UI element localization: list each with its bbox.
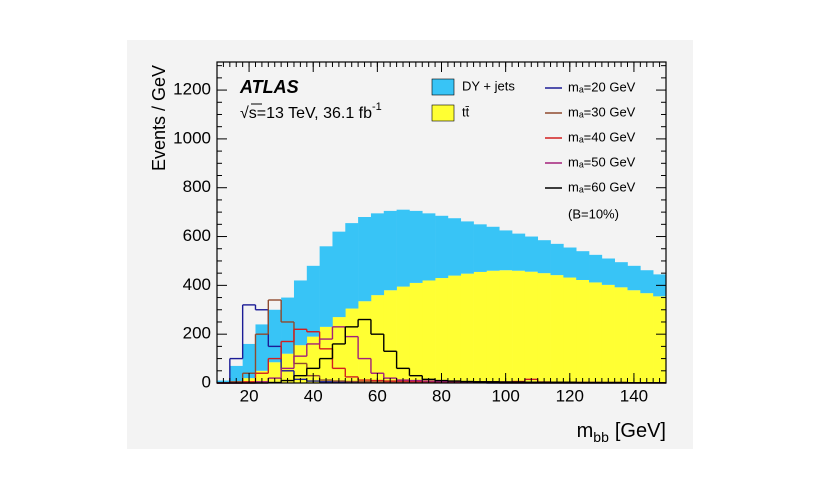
hist-bar <box>396 209 410 287</box>
experiment-label: ATLAS <box>239 77 299 97</box>
legend-swatch <box>431 104 455 122</box>
hist-bar <box>255 324 269 371</box>
hist-bar <box>473 224 487 272</box>
legend-label: mₐ=30 GeV <box>568 104 636 119</box>
hist-bar <box>319 326 333 383</box>
x-tick-label: 140 <box>620 386 648 405</box>
hist-bar <box>614 262 628 288</box>
hist-bar <box>409 282 423 383</box>
hist-bar <box>589 254 603 283</box>
hist-bar <box>486 226 500 271</box>
legend-label: mₐ=50 GeV <box>568 154 636 169</box>
x-label-sub: bb <box>593 429 609 445</box>
hist-bar <box>589 282 603 383</box>
hist-bar <box>640 270 654 294</box>
x-tick-label: 60 <box>368 386 387 405</box>
hist-bar <box>576 279 590 383</box>
hist-bar <box>563 247 577 278</box>
hist-bar <box>512 270 526 383</box>
hist-bar <box>537 240 551 274</box>
hist-bar <box>370 295 385 383</box>
hist-bar <box>499 270 513 383</box>
y-tick-label: 0 <box>202 372 211 391</box>
hist-bar <box>358 217 372 302</box>
legend-label: DY + jets <box>462 78 515 93</box>
hist-bar <box>614 287 628 383</box>
hist-bar <box>435 215 449 279</box>
legend-label: tt̄ <box>462 104 470 119</box>
energy-label: √s=13 TeV, 36.1 fb-1 <box>240 101 382 122</box>
y-tick-label: 800 <box>183 177 211 196</box>
y-tick-label: 400 <box>183 275 211 294</box>
hist-bar <box>460 273 474 383</box>
hist-bar <box>563 277 577 383</box>
y-tick-label: 1200 <box>173 80 211 99</box>
hist-bar <box>653 296 667 383</box>
hist-bar <box>306 336 320 383</box>
hist-bar <box>242 343 256 379</box>
x-tick-label: 100 <box>491 386 519 405</box>
energy-sup: -1 <box>372 101 382 113</box>
hist-bar <box>358 301 372 383</box>
hist-bar <box>396 286 410 383</box>
hist-bar <box>601 258 615 285</box>
hist-bar <box>345 308 359 383</box>
hist-bar <box>383 290 397 383</box>
hist-bar <box>640 293 654 383</box>
hist-bar <box>447 275 462 383</box>
hist-bar <box>499 230 513 271</box>
hist-bar <box>601 284 615 383</box>
hist-bar <box>512 233 526 271</box>
hist-bar <box>332 231 346 318</box>
hist-bar <box>524 271 539 383</box>
legend-swatch <box>431 78 455 96</box>
legend-label: mₐ=40 GeV <box>568 129 636 144</box>
plot-area <box>217 209 667 384</box>
hist-bar <box>293 280 308 346</box>
y-tick-label: 1000 <box>173 128 211 147</box>
hist-bar <box>345 223 359 309</box>
hist-bar <box>409 210 423 283</box>
hist-bar <box>435 278 449 383</box>
x-label-main: m <box>577 420 594 442</box>
x-tick-label: 80 <box>432 386 451 405</box>
hist-bar <box>306 265 320 337</box>
hist-bar <box>460 221 474 274</box>
x-axis-label: mbb [GeV] <box>577 420 666 444</box>
hist-bar <box>422 280 436 383</box>
energy-text: √s=13 TeV, 36.1 fb <box>240 105 372 122</box>
legend-label: mₐ=60 GeV <box>568 179 636 194</box>
hist-bar <box>319 246 333 327</box>
hist-bar <box>550 275 564 383</box>
legend-label: mₐ=20 GeV <box>568 79 636 94</box>
y-tick-label: 600 <box>183 226 211 245</box>
annotation: (B=10%) <box>568 206 619 221</box>
hist-bar <box>281 297 295 354</box>
hist-bar <box>486 270 500 383</box>
y-axis-label: Events / GeV <box>149 65 169 171</box>
hist-bar <box>332 317 346 383</box>
hist-bar <box>537 273 551 383</box>
hist-bar <box>447 218 462 276</box>
hist-bar <box>268 309 282 363</box>
x-tick-label: 120 <box>556 386 584 405</box>
x-tick-label: 40 <box>304 386 323 405</box>
hist-bar <box>383 210 397 291</box>
hist-bar <box>370 213 385 296</box>
y-tick-label: 200 <box>183 324 211 343</box>
hist-bar <box>229 365 243 382</box>
hist-bar <box>473 271 487 383</box>
x-label-unit: [GeV] <box>615 420 666 442</box>
hist-bar <box>524 236 539 272</box>
hist-bar <box>576 251 590 280</box>
hist-bar <box>550 243 564 276</box>
x-tick-label: 20 <box>240 386 259 405</box>
hist-bar <box>422 213 436 281</box>
hist-bar <box>627 265 641 291</box>
hist-bar <box>627 290 641 383</box>
